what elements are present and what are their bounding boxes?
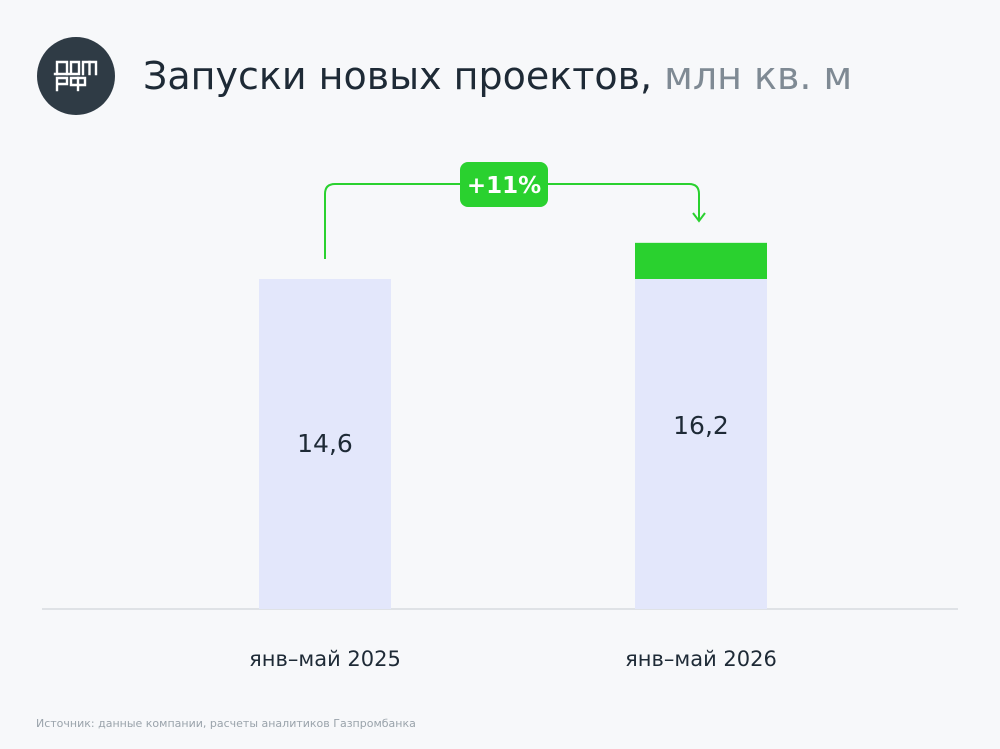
growth-badge: [460, 162, 548, 207]
bar-2: [635, 279, 767, 609]
x-tick-label-2: янв–май 2026: [625, 647, 777, 671]
source-note: Источник: данные компании, расчеты анали…: [36, 717, 416, 730]
data-label-2: 16,2: [673, 411, 729, 440]
bar-2-increment: [635, 242, 767, 279]
dom-rf-logo-icon: [53, 60, 98, 92]
chart-unit: млн кв. м: [664, 54, 853, 98]
growth-label: +11%: [467, 173, 541, 199]
chart-title: Запуски новых проектов, млн кв. м: [143, 50, 852, 102]
bar-1: [259, 279, 391, 609]
bar-chart: +11% 14,6 янв–май 2025 16,2 янв–май 2026: [42, 162, 958, 671]
x-tick-label-1: янв–май 2025: [249, 647, 401, 671]
chart-title-text: Запуски новых проектов,: [143, 54, 653, 98]
dom-rf-logo: [37, 37, 115, 115]
growth-arrowhead-icon: [692, 212, 706, 223]
data-label-1: 14,6: [297, 429, 353, 458]
